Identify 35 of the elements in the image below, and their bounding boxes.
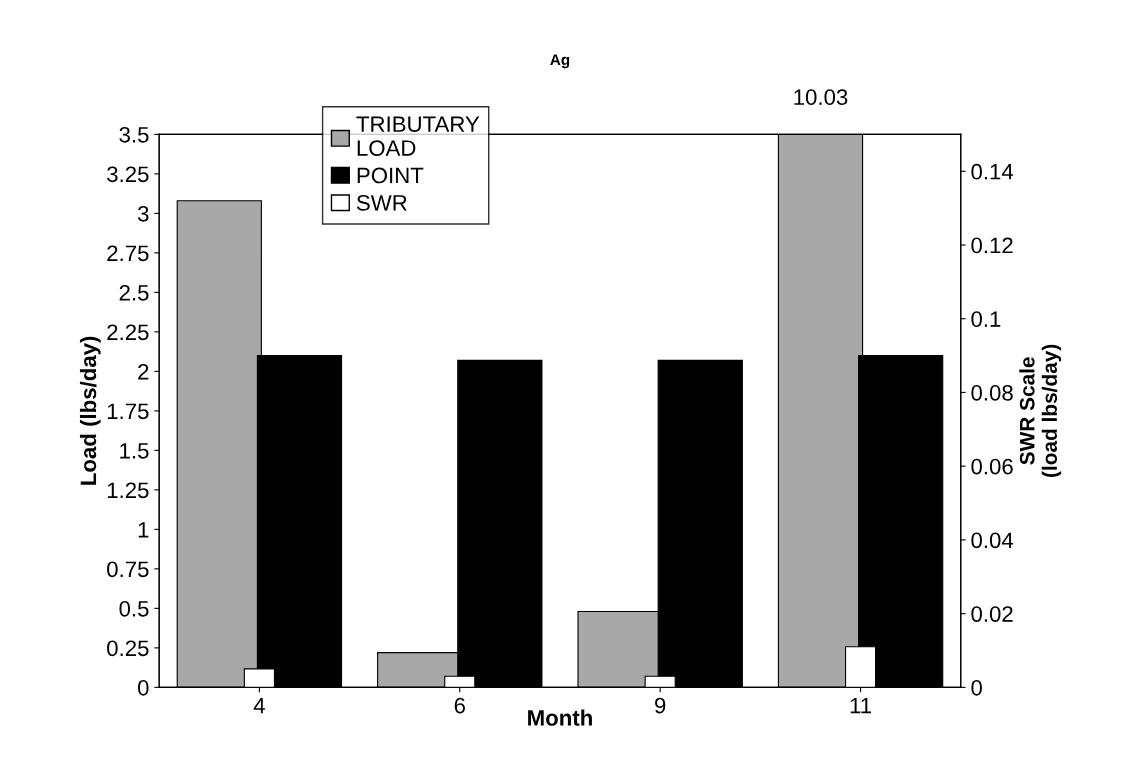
- legend-label: SWR: [356, 194, 407, 211]
- y-tick-label: 0.75: [107, 561, 149, 578]
- y-tick-label: 1.75: [107, 403, 149, 420]
- x-axis-title: Month: [528, 709, 592, 726]
- y-tick-label: 3.5: [119, 126, 149, 143]
- y-tick-label: 1.5: [120, 443, 149, 459]
- y-tick-label: 2.75: [107, 245, 149, 262]
- legend-label: TRIBUTARY LOAD: [356, 116, 480, 156]
- legend-label: POINT: [357, 167, 424, 184]
- x-tick-label: 9: [655, 697, 666, 714]
- annotation: 10.03: [794, 89, 848, 106]
- y2-tick-label: 0.06: [971, 458, 1013, 475]
- y-axis-title: Load (lbs/day): [79, 336, 101, 485]
- y2-tick-label: 0.08: [971, 384, 1013, 401]
- y2-tick-label: 0: [971, 679, 982, 696]
- y2-tick-label: 0.14: [971, 163, 1014, 180]
- y2-tick-label: 0.02: [971, 606, 1013, 622]
- chart-title: Ag: [550, 54, 570, 69]
- y-tick-label: 2.5: [119, 284, 149, 301]
- x-tick-label: 4: [253, 697, 265, 714]
- x-tick-label: 11: [850, 697, 872, 714]
- y-tick-label: 1: [138, 522, 149, 538]
- y2-axis-title: SWR Scale (load lbs/day): [1019, 344, 1062, 477]
- y-tick-label: 3: [137, 205, 149, 222]
- y-tick-label: 0.5: [119, 600, 149, 617]
- y-tick-label: 0.25: [107, 640, 149, 657]
- y2-tick-label: 0.04: [971, 532, 1014, 549]
- y2-tick-label: 0.1: [971, 311, 1001, 327]
- y-tick-label: 2: [138, 363, 149, 380]
- x-tick-label: 6: [454, 697, 465, 714]
- y-tick-label: 2.25: [107, 324, 149, 341]
- y-tick-label: 3.25: [107, 166, 149, 183]
- y-tick-label: 1.25: [107, 482, 149, 499]
- y-tick-label: 0: [137, 679, 149, 696]
- y2-tick-label: 0.12: [971, 237, 1013, 254]
